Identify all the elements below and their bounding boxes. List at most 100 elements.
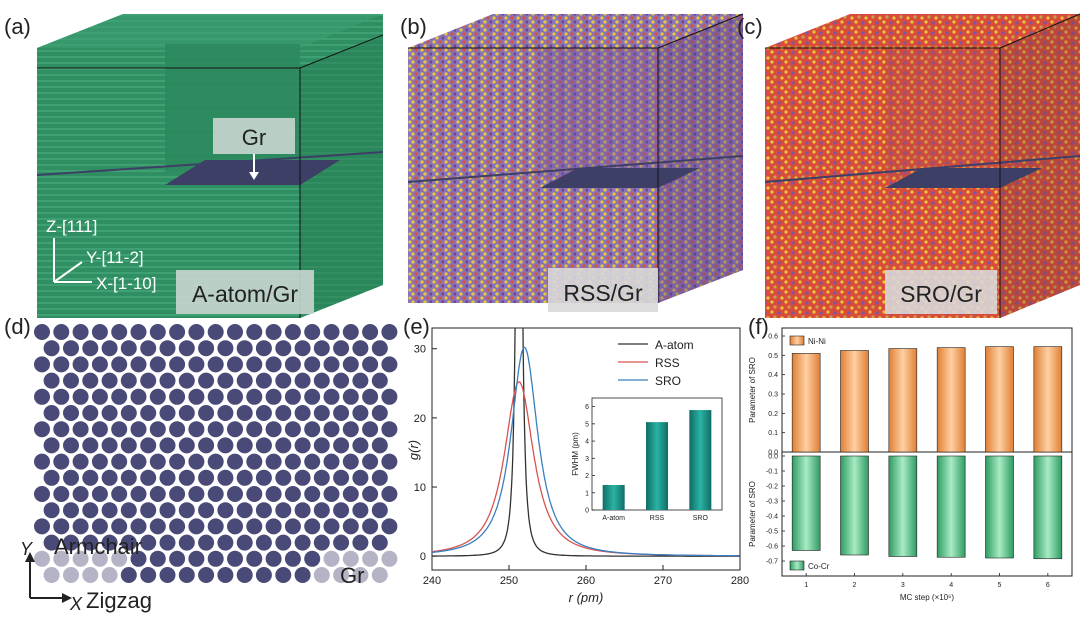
lattice-atom xyxy=(120,502,137,519)
lattice-atom xyxy=(169,324,186,340)
f-top-y-tick-label: 0.4 xyxy=(768,372,778,379)
lattice-atom xyxy=(304,388,321,405)
f-x-tick-label: 5 xyxy=(998,582,1002,589)
lattice-atom xyxy=(188,356,205,373)
gr-arrowhead xyxy=(249,172,259,180)
lattice-atom xyxy=(34,453,50,470)
inset-y-tick-label: 4 xyxy=(585,439,589,446)
lattice-atom xyxy=(149,388,166,405)
lattice-atom xyxy=(140,534,157,551)
co-cr-bar xyxy=(985,455,1014,559)
b-cut-block xyxy=(540,48,658,178)
lattice-atom xyxy=(188,550,205,567)
lattice-atom xyxy=(294,567,311,583)
legend-label-ni-ni: Ni-Ni xyxy=(808,337,826,346)
c-caption-box xyxy=(885,270,997,314)
panel-a-tag: (a) xyxy=(4,14,31,39)
lattice-atom xyxy=(82,502,99,519)
e-x-tick-label: 260 xyxy=(577,575,595,587)
d-y-arrowhead xyxy=(25,552,35,562)
inset-bar-rss xyxy=(646,422,668,510)
lattice-atom xyxy=(294,340,311,357)
lattice-atom xyxy=(342,356,359,373)
lattice-atom xyxy=(72,518,89,535)
lattice-atom xyxy=(275,340,292,357)
lattice-atom xyxy=(381,550,398,567)
lattice-atom xyxy=(72,324,89,340)
lattice-atom xyxy=(265,550,282,567)
inset-bar-a-atom xyxy=(602,485,625,510)
d-gr-label: Gr xyxy=(340,563,364,588)
inset-x-tick-label: SRO xyxy=(693,515,709,522)
lattice-atom xyxy=(362,324,379,340)
lattice-atom xyxy=(207,421,224,438)
e-legend: A-atom RSS SRO xyxy=(618,338,694,388)
ni-ni-bar xyxy=(985,346,1014,453)
legend-label-a-atom: A-atom xyxy=(655,338,694,352)
lattice-atom xyxy=(352,405,369,421)
e-x-tick-label: 250 xyxy=(500,575,518,587)
f-x-tick-label: 4 xyxy=(949,582,953,589)
lattice-atom xyxy=(284,550,301,567)
lattice-atom xyxy=(217,437,234,454)
lattice-atom xyxy=(188,453,205,470)
lattice-atom xyxy=(275,469,292,486)
lattice-atom xyxy=(265,388,282,405)
lattice-atom xyxy=(149,486,166,502)
f-bottom-y-tick-label: -0.4 xyxy=(766,514,778,521)
lattice-atom xyxy=(72,486,89,502)
lattice-atom xyxy=(255,502,272,519)
b-caption: RSS/Gr xyxy=(563,280,643,306)
panel-f-tag: (f) xyxy=(748,314,769,339)
lattice-atom xyxy=(265,324,282,340)
lattice-atom xyxy=(294,502,311,519)
lattice-atom xyxy=(333,437,350,454)
lattice-atom xyxy=(371,534,388,551)
lattice-atom xyxy=(236,405,253,421)
lattice-atom xyxy=(227,324,243,340)
lattice-atom xyxy=(362,486,379,502)
lattice-atom xyxy=(217,502,234,519)
lattice-atom xyxy=(169,518,186,535)
lattice-atom xyxy=(140,437,157,454)
lattice-atom xyxy=(342,453,359,470)
lattice-atom xyxy=(63,437,79,454)
lattice-atom xyxy=(313,567,330,583)
lattice-atom xyxy=(284,453,301,470)
lattice-atom xyxy=(82,340,99,357)
lattice-atom xyxy=(381,388,398,405)
lattice-atom xyxy=(53,388,70,405)
lattice-atom xyxy=(313,405,330,421)
f-bottom-y-tick-label: -0.7 xyxy=(766,559,778,566)
lattice-atom xyxy=(207,453,224,470)
d-x-arrowhead xyxy=(62,593,72,603)
lattice-atom xyxy=(371,340,388,357)
lattice-atom xyxy=(342,518,359,535)
e-inset-fwhm: 0 1 2 3 4 5 6 A-atom RSS SRO FWHM (pm) xyxy=(571,397,723,522)
lattice-atom xyxy=(246,518,263,535)
lattice-atom xyxy=(111,356,128,373)
lattice-atom xyxy=(217,372,234,389)
lattice-atom xyxy=(82,405,99,421)
lattice-atom xyxy=(227,453,243,470)
lattice-atom xyxy=(198,340,215,357)
lattice-atom xyxy=(342,486,359,502)
lattice-atom xyxy=(63,534,79,551)
lattice-atom xyxy=(342,421,359,438)
lattice-atom xyxy=(294,437,311,454)
lattice-atom xyxy=(342,550,359,567)
lattice-atom xyxy=(63,372,79,389)
lattice-atom xyxy=(159,340,176,357)
panel-b: RSS/Gr (b) xyxy=(400,13,744,312)
lattice-atom xyxy=(227,486,243,502)
lattice-atom xyxy=(178,372,195,389)
lattice-atom xyxy=(53,550,70,567)
lattice-atom xyxy=(371,405,388,421)
a-caption: A-atom/Gr xyxy=(192,281,298,307)
f-top-y-tick-label: 0.1 xyxy=(768,430,778,437)
lattice-atom xyxy=(217,469,234,486)
lattice-atom xyxy=(72,550,89,567)
lattice-atom xyxy=(323,486,340,502)
lattice-atom xyxy=(275,502,292,519)
lattice-atom xyxy=(198,567,215,583)
